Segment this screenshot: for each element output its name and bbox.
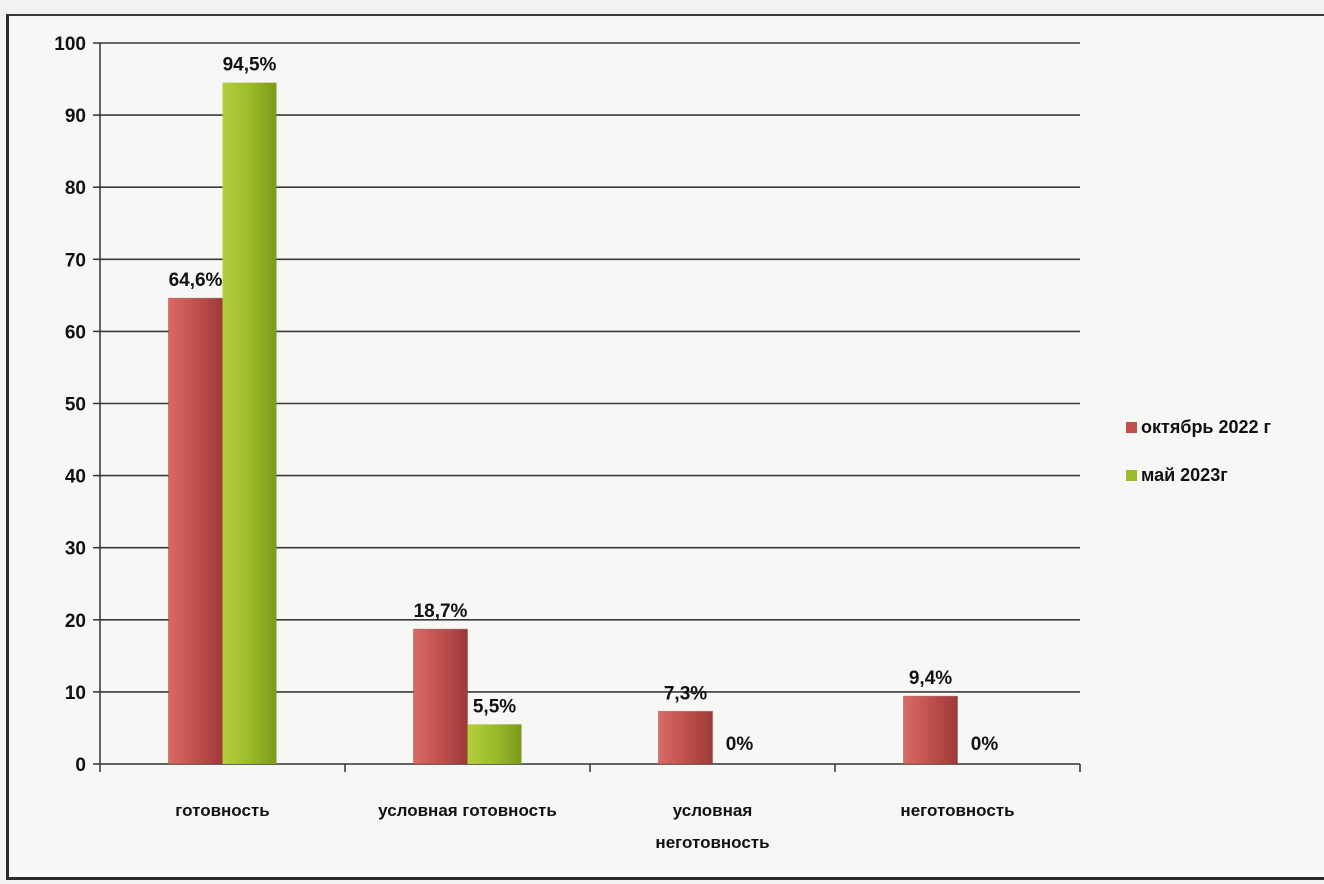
y-tick-label: 90 <box>65 106 86 127</box>
y-tick-label: 70 <box>65 250 86 271</box>
bar <box>467 724 522 764</box>
legend-swatch <box>1126 422 1137 433</box>
data-label: 0% <box>971 734 999 755</box>
x-category-label: неготовность <box>900 801 1014 820</box>
axes: 0 10 20 30 40 50 60 70 80 90 100 готовность условная… <box>54 34 1081 852</box>
data-label: 94,5% <box>223 55 277 76</box>
y-tick-label: 20 <box>65 611 86 632</box>
data-label: 9,4% <box>909 668 952 689</box>
bar <box>903 695 958 765</box>
x-category-label: готовность <box>175 801 269 820</box>
y-tick-label: 10 <box>65 683 86 704</box>
y-tick-label: 60 <box>65 322 86 343</box>
x-category-label: условная неготовность <box>655 801 769 852</box>
data-label: 64,6% <box>169 270 223 291</box>
data-labels: 64,6% 94,5% 18,7% 5,5% 7,3% 0% 9,4% 0% <box>169 55 999 755</box>
legend-swatch <box>1126 470 1137 481</box>
x-category-label: условная готовность <box>378 801 557 820</box>
y-tick-label: 0 <box>75 755 86 776</box>
y-tick-label: 80 <box>65 178 86 199</box>
bar <box>658 710 713 765</box>
y-tick-label: 100 <box>54 34 86 55</box>
legend-label: май 2023г <box>1141 465 1228 485</box>
data-label: 18,7% <box>414 601 468 622</box>
y-tick-label: 40 <box>65 467 86 488</box>
data-label: 0% <box>726 734 754 755</box>
bars <box>168 82 958 765</box>
y-tick-label: 50 <box>65 395 86 416</box>
data-label: 5,5% <box>473 696 516 717</box>
legend-label: октябрь 2022 г <box>1141 417 1272 437</box>
bar <box>222 82 277 764</box>
data-label: 7,3% <box>664 683 707 704</box>
legend: октябрь 2022 г май 2023г <box>1126 417 1272 485</box>
bar <box>413 628 468 765</box>
y-tick-label: 30 <box>65 539 86 560</box>
bar <box>168 297 223 765</box>
